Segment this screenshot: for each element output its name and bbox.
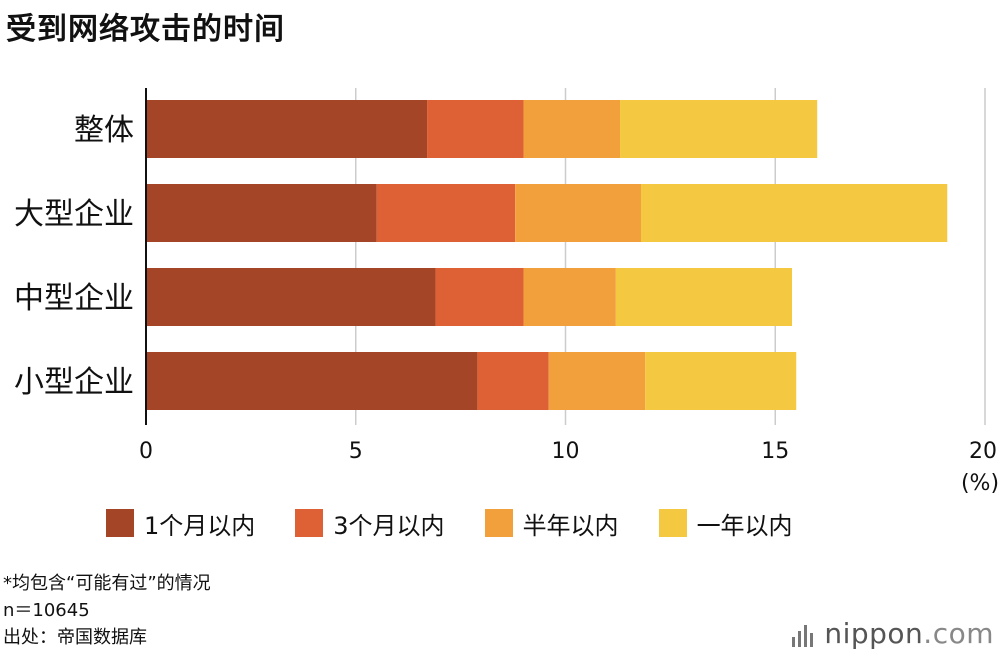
- x-tick-label: 20: [969, 439, 997, 464]
- note-source: 出处：帝国数据库: [3, 627, 147, 648]
- bar-segment: [548, 352, 646, 410]
- legend-swatch: [658, 509, 687, 537]
- bar-segment: [146, 268, 436, 326]
- legend-label: 1个月以内: [144, 511, 256, 540]
- category-label: 小型企业: [14, 365, 134, 400]
- bar-segment: [523, 268, 616, 326]
- nippon-logo: nippon. com: [792, 617, 994, 650]
- legend-item: 一年以内: [658, 506, 793, 541]
- note-sample-size: n＝10645: [3, 600, 90, 621]
- x-tick-label: 15: [761, 439, 789, 464]
- logo-mark-icon: [792, 621, 816, 647]
- bar-segment: [615, 268, 793, 326]
- legend-item: 3个月以内: [295, 506, 445, 541]
- bar-segment: [376, 184, 516, 242]
- x-tick-label: 0: [139, 439, 153, 464]
- legend-label: 一年以内: [696, 511, 793, 540]
- legend-label: 半年以内: [522, 511, 619, 540]
- note-condition: *均包含“可能有过”的情况: [3, 573, 211, 594]
- category-label: 大型企业: [14, 197, 134, 232]
- legend-swatch: [106, 509, 134, 537]
- legend-item: 半年以内: [484, 506, 619, 541]
- logo-dot: .: [923, 617, 933, 650]
- logo-domain: com: [932, 617, 994, 650]
- legend-swatch: [484, 509, 513, 537]
- notes: *均包含“可能有过”的情况 n＝10645 出处：帝国数据库: [3, 570, 211, 651]
- x-unit-label: (%): [961, 471, 999, 496]
- tick-labels: 0 5 10 15 20: [139, 439, 997, 464]
- bar-segment: [146, 184, 377, 242]
- bar-segment: [515, 184, 642, 242]
- bar-segment: [641, 184, 948, 242]
- legend-swatch: [295, 509, 324, 537]
- bar-segment: [435, 268, 524, 326]
- x-tick-label: 10: [552, 439, 580, 464]
- bar-segment: [146, 352, 478, 410]
- legend-label: 3个月以内: [333, 511, 445, 540]
- bars: [146, 100, 948, 410]
- bar-segment: [523, 100, 621, 158]
- bar-segment: [146, 100, 428, 158]
- category-label: 整体: [74, 113, 134, 148]
- x-tick-label: 5: [349, 439, 363, 464]
- bar-segment: [645, 352, 797, 410]
- bar-segment: [427, 100, 524, 158]
- chart-title: 受到网络攻击的时间: [6, 12, 285, 47]
- logo-name: nippon: [824, 617, 924, 650]
- bar-segment: [620, 100, 818, 158]
- legend: 1个月以内 3个月以内 半年以内 一年以内: [106, 505, 833, 541]
- legend-item: 1个月以内: [106, 506, 255, 541]
- bar-segment: [477, 352, 549, 410]
- category-label: 中型企业: [14, 281, 134, 316]
